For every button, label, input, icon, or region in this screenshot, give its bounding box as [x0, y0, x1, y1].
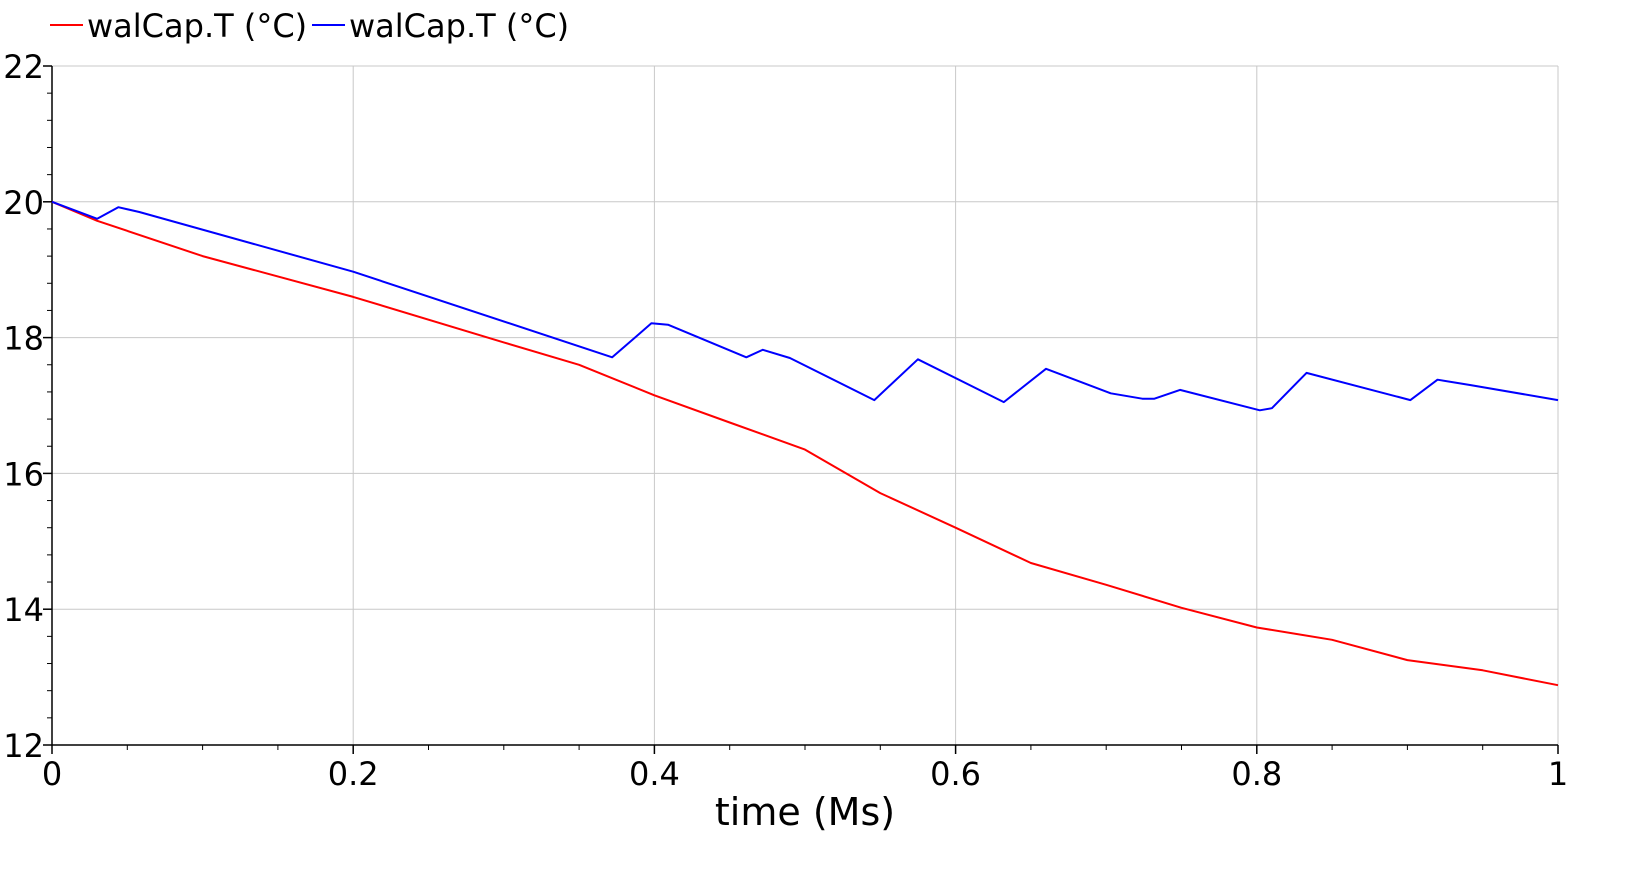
- series-line-1: [51, 200, 1559, 687]
- legend: walCap.T (°C) walCap.T (°C): [50, 7, 569, 45]
- x-tick-label: 0: [42, 755, 62, 793]
- y-tick-label: 14: [3, 591, 44, 629]
- series-group: [51, 200, 1559, 687]
- x-tick-label: 0.8: [1231, 755, 1282, 793]
- x-tick-label: 0.4: [629, 755, 680, 793]
- x-axis-label: time (Ms): [715, 790, 895, 834]
- axes: 0 0.2 0.4 0.6 0.8 1 12 14 16 18 20 22: [3, 48, 1568, 793]
- y-tick-label: 20: [3, 184, 44, 222]
- legend-label-1: walCap.T (°C): [87, 7, 307, 45]
- legend-label-2: walCap.T (°C): [349, 7, 569, 45]
- grid: [52, 65, 1559, 745]
- x-tick-label: 0.6: [930, 755, 981, 793]
- x-tick-label: 1: [1548, 755, 1568, 793]
- y-tick-label: 22: [3, 48, 44, 86]
- y-tick-label: 16: [3, 455, 44, 493]
- series-line-2: [51, 200, 1559, 412]
- y-tick-label: 18: [3, 320, 44, 358]
- y-tick-label: 12: [3, 727, 44, 765]
- x-tick-label: 0.2: [328, 755, 379, 793]
